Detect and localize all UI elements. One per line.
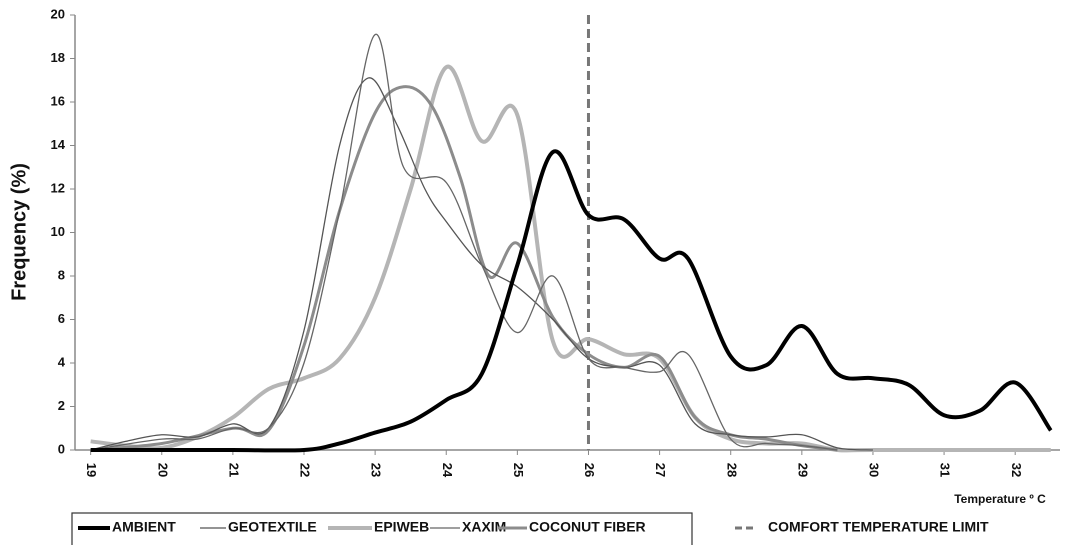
x-tick-label: 19: [84, 463, 99, 477]
legend-box: [71, 512, 693, 545]
legend-label: AMBIENT: [112, 519, 176, 535]
legend-label: EPIWEB: [374, 519, 429, 535]
y-tick-label: 14: [51, 137, 66, 152]
y-tick-label: 12: [51, 180, 65, 195]
x-tick-label: 25: [511, 463, 526, 477]
x-tick-label: 28: [724, 463, 739, 477]
x-tick-label: 31: [938, 463, 953, 477]
y-tick-label: 6: [58, 311, 65, 326]
x-tick-label: 23: [369, 463, 384, 477]
series-line: [90, 77, 873, 451]
x-tick-label: 21: [226, 463, 241, 477]
x-tick-label: 26: [582, 463, 597, 477]
x-tick-label: 30: [867, 463, 882, 477]
x-tick-label: 24: [440, 463, 455, 478]
x-tick-label: 29: [795, 463, 810, 477]
series-line: [90, 149, 1053, 453]
x-tick-label: 27: [653, 463, 668, 477]
y-tick-label: 0: [58, 441, 65, 456]
y-tick-label: 8: [58, 267, 65, 282]
series-line: [90, 33, 838, 451]
y-tick-label: 10: [51, 224, 65, 239]
series-line: [90, 64, 1051, 453]
legend-label: XAXIM: [462, 519, 506, 535]
legend-label: COCONUT FIBER: [529, 519, 646, 535]
legend-label: GEOTEXTILE: [228, 519, 317, 535]
y-tick-label: 16: [51, 93, 65, 108]
x-tick-label: 20: [155, 463, 170, 477]
legend-label: COMFORT TEMPERATURE LIMIT: [768, 519, 989, 535]
x-tick-label: 32: [1009, 463, 1024, 477]
x-tick-label: 22: [298, 463, 313, 477]
y-tick-label: 20: [51, 6, 65, 21]
series-line: [90, 85, 838, 452]
y-tick-label: 4: [58, 354, 66, 369]
y-tick-label: 18: [51, 50, 65, 65]
y-axis-label: Frequency (%): [8, 163, 30, 301]
y-tick-label: 2: [58, 398, 65, 413]
x-axis-label: Temperature º C: [954, 492, 1046, 506]
